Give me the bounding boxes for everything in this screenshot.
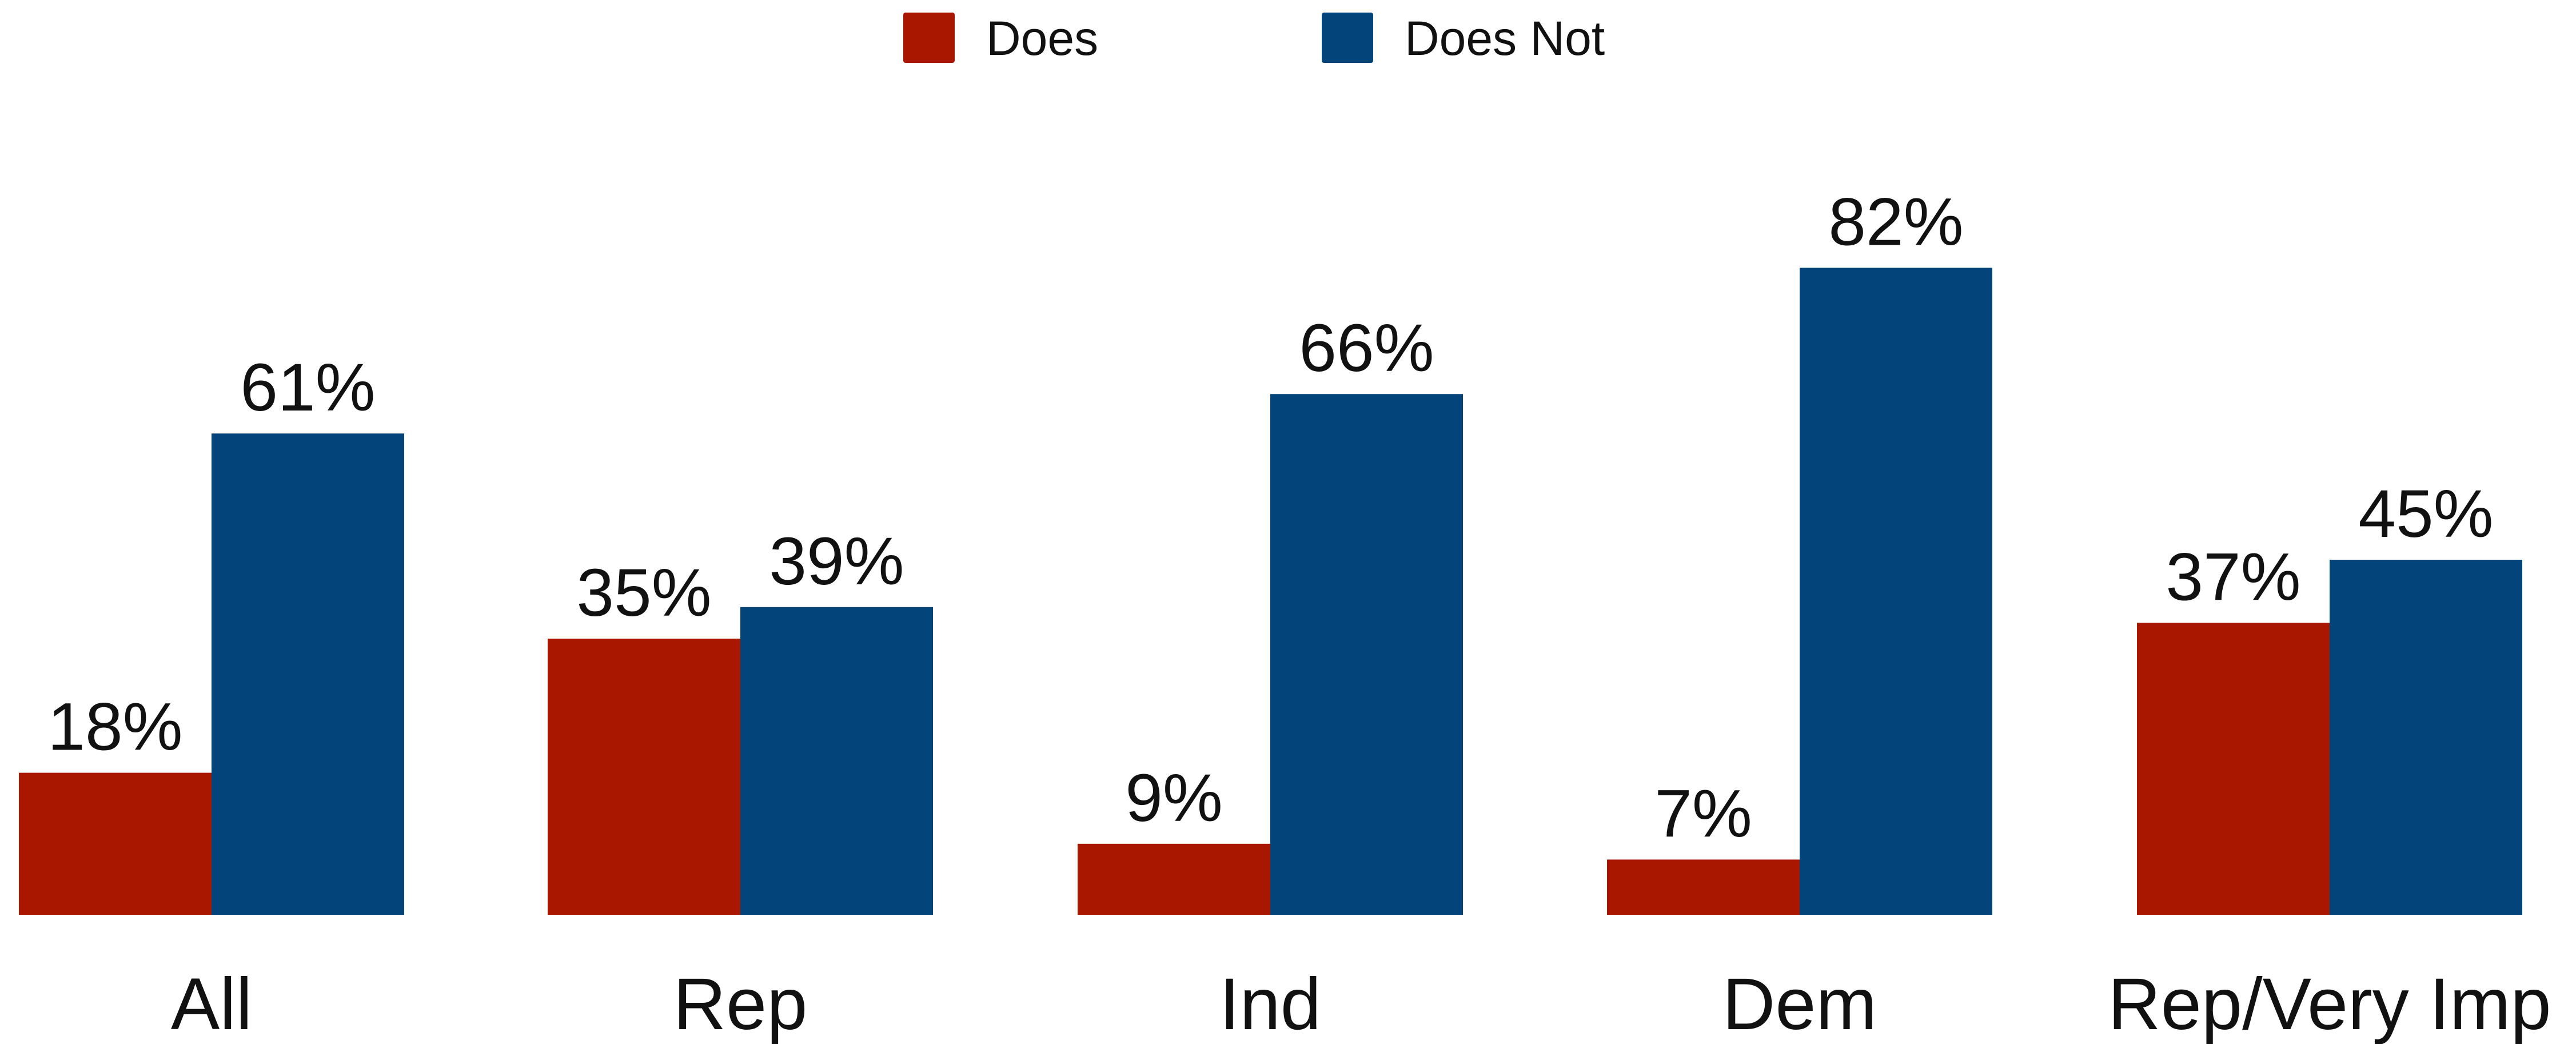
bar-marks: [19, 268, 2522, 915]
category-label-rep: Rep: [673, 963, 808, 1044]
legend-swatch-does-not: [1322, 13, 1373, 63]
bar-rep-very-imp-does-not: [2330, 560, 2522, 915]
bar-ind-does: [1078, 843, 1270, 915]
legend-label-does-not: Does Not: [1405, 11, 1605, 65]
bar-rep-very-imp-does: [2137, 623, 2330, 915]
value-label-rep-very-imp-does-not: 45%: [2358, 476, 2493, 552]
category-label-ind: Ind: [1219, 963, 1321, 1044]
value-label-ind-does: 9%: [1125, 760, 1223, 836]
value-label-rep-very-imp-does: 37%: [2166, 539, 2300, 615]
value-label-rep-does: 35%: [576, 555, 711, 631]
bar-rep-does: [548, 639, 740, 915]
bar-rep-does-not: [740, 607, 933, 915]
value-label-all-does-not: 61%: [240, 350, 375, 425]
legend-swatch-does: [903, 13, 955, 63]
bar-all-does-not: [212, 433, 404, 915]
legend-label-does: Does: [986, 11, 1098, 65]
value-label-dem-does-not: 82%: [1828, 184, 1963, 260]
bar-all-does: [19, 772, 212, 915]
bar-dem-does-not: [1800, 268, 1992, 915]
category-axis-labels: All Rep Ind Dem Rep/Very Imp: [171, 963, 2551, 1044]
bar-dem-does: [1607, 859, 1800, 915]
value-labels: 18% 61% 35% 39% 9% 66% 7% 82% 37% 45%: [47, 184, 2493, 851]
chart-legend: Does Does Not: [903, 11, 1605, 65]
category-label-rep-very-imp: Rep/Very Imp: [2108, 963, 2551, 1044]
value-label-all-does: 18%: [47, 690, 182, 765]
bar-ind-does-not: [1270, 394, 1463, 915]
value-label-dem-does: 7%: [1654, 776, 1752, 851]
category-label-dem: Dem: [1722, 963, 1877, 1044]
value-label-rep-does-not: 39%: [769, 524, 904, 599]
category-label-all: All: [171, 963, 252, 1044]
value-label-ind-does-not: 66%: [1299, 310, 1434, 386]
